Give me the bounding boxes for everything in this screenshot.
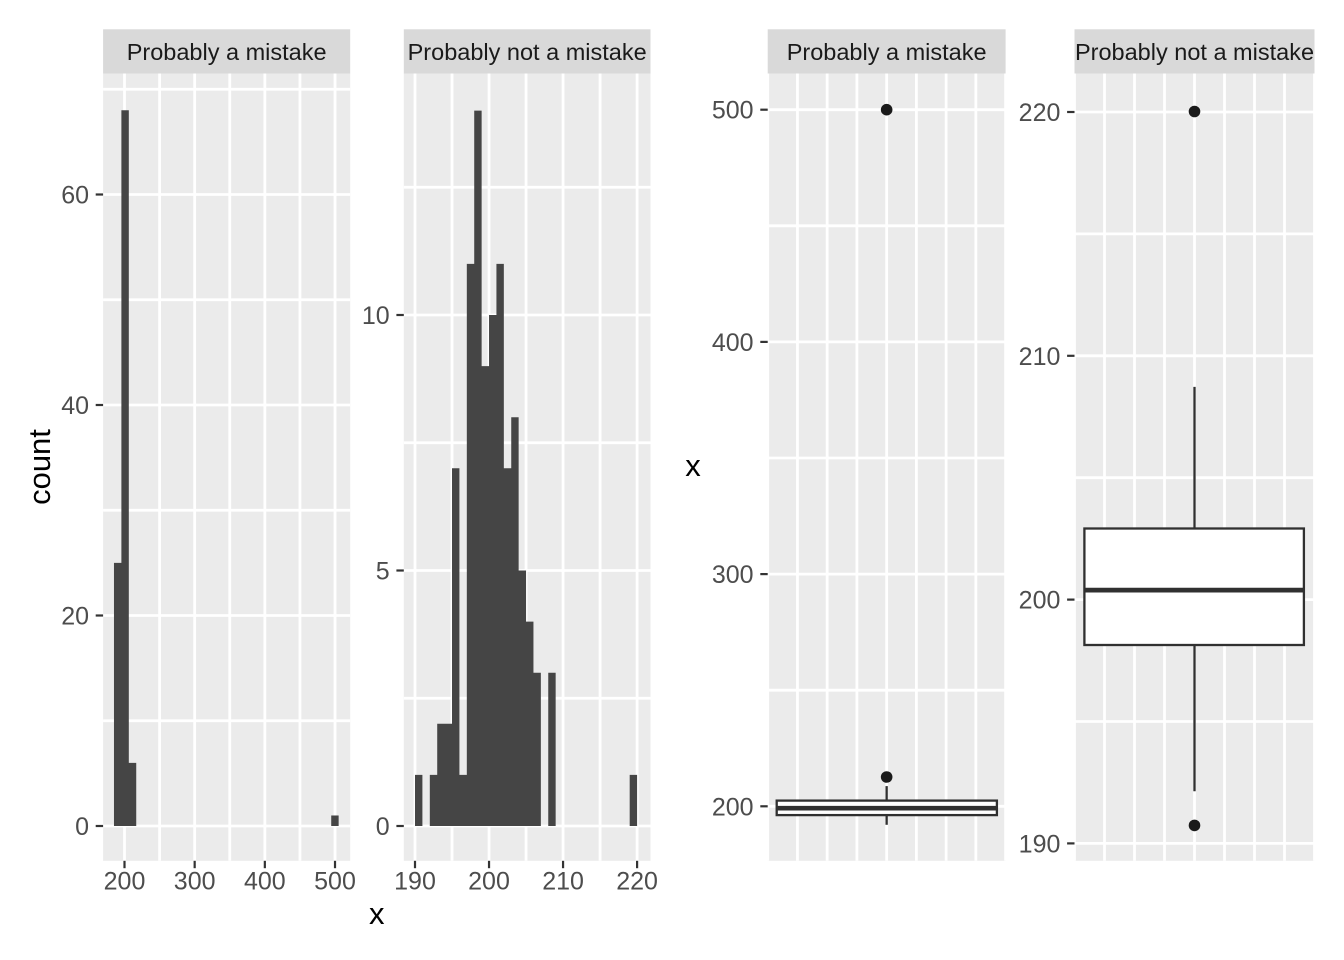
svg-text:x: x xyxy=(685,448,701,483)
svg-text:Probably a mistake: Probably a mistake xyxy=(787,39,987,65)
svg-text:200: 200 xyxy=(712,793,754,821)
svg-text:x: x xyxy=(369,896,385,931)
svg-text:300: 300 xyxy=(174,868,216,896)
svg-text:40: 40 xyxy=(61,392,89,420)
svg-text:190: 190 xyxy=(1019,830,1061,858)
svg-text:Probably not a mistake: Probably not a mistake xyxy=(1075,39,1314,65)
svg-text:190: 190 xyxy=(394,868,436,896)
svg-text:0: 0 xyxy=(75,813,89,841)
svg-text:200: 200 xyxy=(1019,587,1061,615)
svg-text:200: 200 xyxy=(468,868,510,896)
svg-text:10: 10 xyxy=(362,302,390,330)
svg-text:400: 400 xyxy=(244,868,286,896)
svg-text:400: 400 xyxy=(712,329,754,357)
svg-text:200: 200 xyxy=(104,868,146,896)
svg-text:300: 300 xyxy=(712,561,754,589)
svg-text:220: 220 xyxy=(616,868,658,896)
svg-text:count: count xyxy=(22,429,57,505)
svg-text:20: 20 xyxy=(61,603,89,631)
svg-text:0: 0 xyxy=(376,813,390,841)
svg-text:500: 500 xyxy=(314,868,356,896)
svg-text:500: 500 xyxy=(712,97,754,125)
svg-text:220: 220 xyxy=(1019,99,1061,127)
svg-text:5: 5 xyxy=(376,558,390,586)
svg-text:Probably a mistake: Probably a mistake xyxy=(127,39,327,65)
svg-text:210: 210 xyxy=(542,868,584,896)
svg-text:60: 60 xyxy=(61,182,89,210)
svg-text:Probably not a mistake: Probably not a mistake xyxy=(408,39,647,65)
svg-text:210: 210 xyxy=(1019,343,1061,371)
